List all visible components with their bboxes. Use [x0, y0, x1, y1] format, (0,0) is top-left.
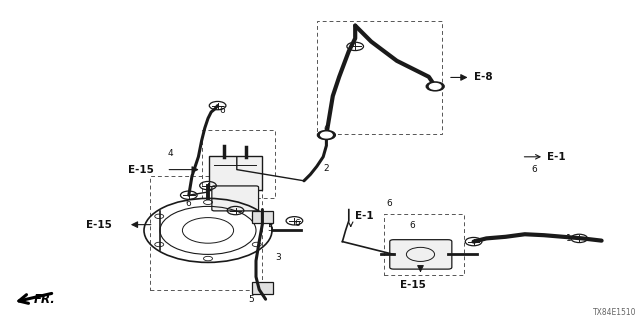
Circle shape [426, 82, 444, 91]
Text: E-1: E-1 [547, 152, 566, 162]
FancyBboxPatch shape [252, 282, 273, 294]
Text: 6: 6 [387, 199, 392, 208]
FancyBboxPatch shape [212, 186, 259, 211]
Text: 6: 6 [531, 165, 537, 174]
Text: TX84E1510: TX84E1510 [593, 308, 637, 317]
Text: 3: 3 [275, 253, 281, 262]
Text: E-15: E-15 [128, 164, 154, 175]
Text: 4: 4 [168, 149, 173, 158]
Text: E-15: E-15 [400, 280, 426, 291]
Text: E-8: E-8 [474, 72, 492, 83]
Text: 2: 2 [323, 164, 329, 172]
Bar [150, 176, 262, 290]
Text: 5: 5 [268, 224, 273, 233]
Circle shape [321, 132, 332, 138]
FancyBboxPatch shape [390, 240, 452, 269]
Bar [317, 21, 442, 134]
Bar [202, 130, 275, 198]
Text: 1: 1 [566, 234, 572, 243]
FancyBboxPatch shape [209, 156, 262, 190]
Text: 6: 6 [410, 221, 415, 230]
Text: E-15: E-15 [86, 220, 112, 230]
Text: E-1: E-1 [355, 212, 374, 221]
Circle shape [317, 131, 335, 140]
Text: 5: 5 [248, 295, 254, 304]
Text: 6: 6 [219, 106, 225, 115]
Text: 6: 6 [323, 125, 329, 134]
Bar [384, 214, 464, 275]
Text: 6: 6 [294, 220, 300, 228]
Text: FR.: FR. [33, 293, 55, 306]
FancyBboxPatch shape [252, 211, 273, 223]
Text: 6: 6 [186, 199, 191, 208]
Circle shape [429, 84, 441, 89]
